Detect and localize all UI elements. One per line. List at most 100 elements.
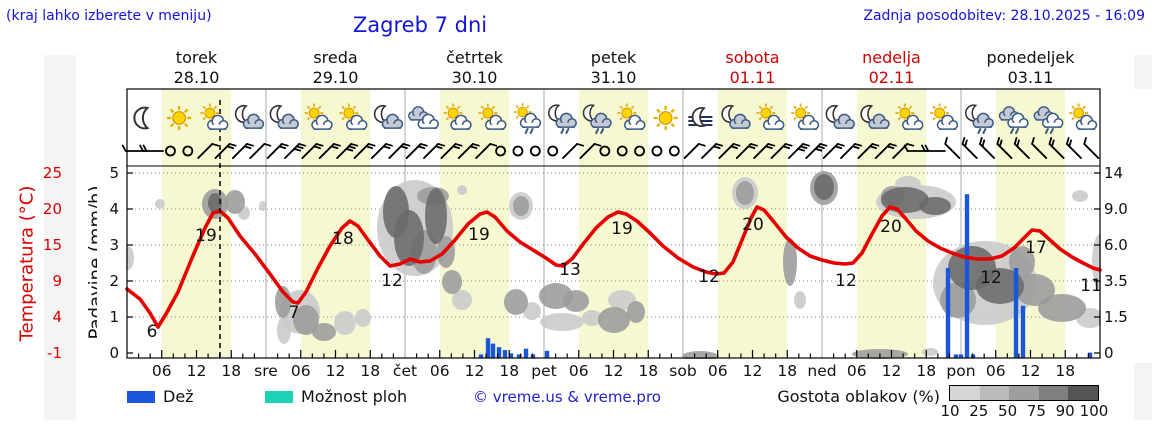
wind-barb-icon <box>284 143 307 159</box>
temp-tick-label: 20 <box>42 200 62 218</box>
left-axis-strip <box>44 55 76 420</box>
density-tick-label: 90 <box>1055 402 1075 420</box>
svg-text:7: 7 <box>289 303 300 323</box>
wind-barb-icon <box>996 137 1013 159</box>
day-abbrev-label: pet <box>531 362 557 380</box>
wind-barb-icon <box>701 143 724 159</box>
wind-barb-icon <box>440 143 463 159</box>
wind-barb-icon <box>231 143 254 159</box>
day-abbrev-label: sob <box>669 362 697 380</box>
day-header-sobota: sobota 01.11 <box>725 48 780 87</box>
day-header-nedelja: nedelja 02.11 <box>862 48 921 87</box>
density-segment <box>1009 386 1039 400</box>
wind-barb-icon <box>961 137 978 159</box>
wind-barb-icon <box>840 143 863 159</box>
time-tick-label: 12 <box>603 362 624 380</box>
day-header-sreda: sreda 29.10 <box>312 48 359 87</box>
wind-barb-icon <box>388 143 411 159</box>
sun-cloud-icon <box>200 103 229 131</box>
density-tick-label: 50 <box>998 402 1018 420</box>
calm-wind-icon <box>547 145 559 157</box>
wind-barb-icon <box>805 143 828 159</box>
precip-tick-label: 5 <box>109 164 119 182</box>
copyright-link[interactable]: © vreme.us & vreme.pro <box>473 388 661 406</box>
wind-barbs-row <box>121 137 1100 159</box>
location-note: (kraj lahko izberete v meniju) <box>6 8 212 24</box>
wind-barb-icon <box>683 143 706 159</box>
cloud-tick-label: 0 <box>1104 344 1114 362</box>
sun-cloud-icon <box>930 103 959 131</box>
moon-fog-icon <box>688 106 713 128</box>
last-update: Zadnja posodobitev: 28.10.2025 - 16:09 <box>863 8 1145 24</box>
wind-barb-icon <box>753 143 776 159</box>
calm-wind-icon <box>512 145 524 157</box>
cloud-shading <box>122 171 1108 361</box>
moon-cloud-icon <box>373 104 404 130</box>
svg-text:20: 20 <box>880 217 902 237</box>
precip-tick-label: 4 <box>109 200 119 218</box>
clouds-rain-icon <box>998 106 1029 134</box>
density-tick-label: 75 <box>1026 402 1046 420</box>
time-tick-label: 18 <box>916 362 937 380</box>
wind-barb-icon <box>857 143 880 159</box>
wind-barb-icon <box>822 143 845 159</box>
wind-barb-icon <box>1083 137 1100 159</box>
time-tick-label: 12 <box>186 362 207 380</box>
wind-barb-icon <box>336 143 359 159</box>
time-tick-label: 06 <box>985 362 1006 380</box>
wind-barb-icon <box>1013 137 1030 159</box>
svg-text:12: 12 <box>835 271 857 291</box>
moon-cloud-icon <box>825 104 855 130</box>
time-tick-label: 06 <box>846 362 867 380</box>
wind-barb-icon <box>1031 137 1048 159</box>
svg-text:20: 20 <box>742 215 764 235</box>
density-segment <box>979 386 1010 400</box>
sun-cloud-icon <box>617 103 646 131</box>
sun-cloud-icon <box>756 103 785 131</box>
sun-cloud-rain-icon <box>513 103 542 134</box>
wind-barb-icon <box>579 143 602 159</box>
sun-cloud-icon <box>895 103 924 131</box>
wind-barb-icon <box>718 143 741 159</box>
moon-cloud-icon <box>860 104 890 130</box>
wind-barb-icon <box>770 143 793 159</box>
wind-barb-icon <box>735 143 758 159</box>
density-segment <box>1068 386 1098 400</box>
time-tick-label: 12 <box>1020 362 1041 380</box>
sun-cloud-icon <box>791 103 820 131</box>
wind-barb-icon <box>475 143 498 159</box>
svg-text:18: 18 <box>332 229 354 249</box>
showers-legend-swatch <box>265 391 293 403</box>
time-tick-label: 12 <box>325 362 346 380</box>
density-tick-label: 100 <box>1079 402 1109 420</box>
cloud-tick-label: 3.5 <box>1104 272 1128 290</box>
calm-wind-icon <box>182 145 194 157</box>
weather-icons-row <box>133 103 1098 134</box>
daylight-band <box>161 89 232 358</box>
moon-cloud-icon <box>234 104 265 130</box>
cloud-tick-label: 14 <box>1104 164 1124 182</box>
wind-barb-icon <box>214 143 237 159</box>
wind-barb-icon <box>979 137 996 159</box>
calm-wind-icon <box>495 145 506 157</box>
sun-cloud-icon <box>304 103 333 131</box>
sun-cloud-icon <box>339 103 368 131</box>
time-tick-label: 18 <box>499 362 520 380</box>
time-tick-label: 06 <box>429 362 450 380</box>
wind-barb-icon <box>301 143 324 159</box>
time-tick-label: 12 <box>742 362 763 380</box>
time-tick-label: 18 <box>1055 362 1076 380</box>
svg-text:13: 13 <box>559 260 581 280</box>
day-abbrev-label: sre <box>254 362 278 380</box>
day-header-petek: petek 31.10 <box>590 48 637 87</box>
wind-barb-icon <box>562 143 585 159</box>
day-header-torek: torek 28.10 <box>173 48 220 87</box>
wind-barb-icon <box>1048 137 1065 159</box>
svg-text:12: 12 <box>381 271 403 291</box>
time-tick-label: 06 <box>151 362 172 380</box>
wind-barb-icon <box>1065 137 1082 159</box>
calm-wind-icon <box>634 145 645 157</box>
time-tick-label: 18 <box>360 362 381 380</box>
sun-cloud-icon <box>443 103 472 131</box>
